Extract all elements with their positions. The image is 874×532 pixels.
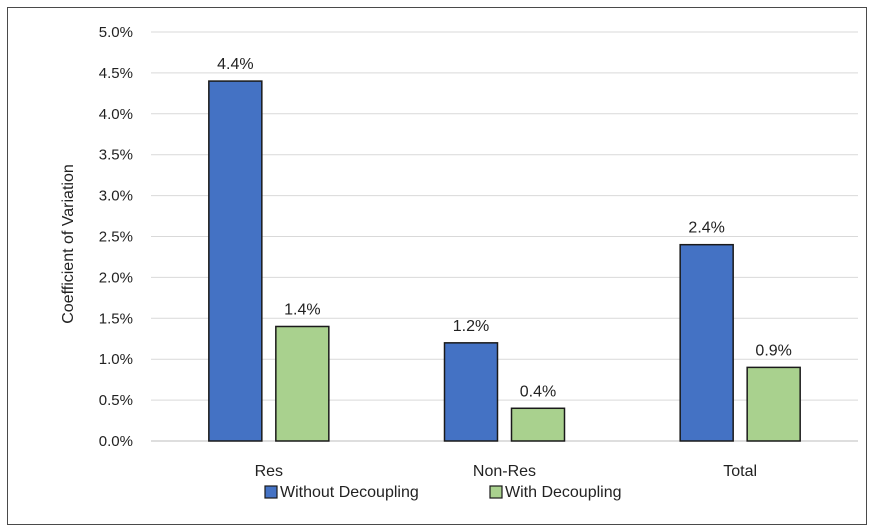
y-tick-label: 3.5% [99, 147, 133, 164]
y-tick-label: 2.0% [99, 269, 133, 286]
bars [208, 80, 801, 442]
data-label: 4.4% [217, 56, 253, 73]
x-axis-categories: Res Non-Res Total [255, 463, 757, 480]
bar-with-decoupling [746, 366, 801, 442]
y-tick-label: 4.0% [99, 106, 133, 123]
data-label: 1.2% [453, 318, 489, 335]
legend: Without Decoupling With Decoupling [264, 484, 622, 501]
legend-label: With Decoupling [505, 484, 622, 501]
legend-swatch [489, 485, 503, 499]
y-tick-label: 3.0% [99, 188, 133, 205]
y-tick-label: 1.5% [99, 310, 133, 327]
bar-chart: 0.0% 0.5% 1.0% 1.5% 2.0% 2.5% 3.0% 3.5% 4.0% 4.5%… [60, 24, 858, 501]
bar-with-decoupling [275, 325, 330, 442]
x-category-label: Res [255, 463, 283, 480]
y-tick-label: 5.0% [99, 24, 133, 41]
bar-with-decoupling [510, 407, 566, 442]
y-tick-label: 4.5% [99, 65, 133, 82]
legend-swatch [264, 485, 278, 499]
gridlines [151, 31, 858, 442]
y-axis-ticks: 0.0% 0.5% 1.0% 1.5% 2.0% 2.5% 3.0% 3.5% 4.0% 4.5%… [99, 24, 133, 450]
data-label: 0.9% [755, 342, 791, 359]
y-tick-label: 0.5% [99, 392, 133, 409]
y-tick-label: 1.0% [99, 351, 133, 368]
legend-label: Without Decoupling [280, 484, 419, 501]
y-axis-title: Coefficient of Variation [60, 164, 77, 324]
bar-without-decoupling [208, 80, 263, 442]
y-tick-label: 0.0% [99, 433, 133, 450]
data-label: 0.4% [520, 383, 556, 400]
bar-without-decoupling [443, 342, 499, 442]
x-category-label: Non-Res [473, 463, 536, 480]
y-tick-label: 2.5% [99, 229, 133, 246]
bar-without-decoupling [679, 243, 734, 442]
x-category-label: Total [723, 463, 757, 480]
data-labels: 4.4% 1.4% 1.2% 0.4% 2.4% 0.9% [217, 56, 792, 400]
legend-item: Without Decoupling [264, 484, 419, 501]
legend-item: With Decoupling [489, 484, 622, 501]
data-label: 2.4% [688, 220, 724, 237]
data-label: 1.4% [284, 301, 320, 318]
chart-frame: 0.0% 0.5% 1.0% 1.5% 2.0% 2.5% 3.0% 3.5% 4.0% 4.5%… [7, 7, 867, 525]
